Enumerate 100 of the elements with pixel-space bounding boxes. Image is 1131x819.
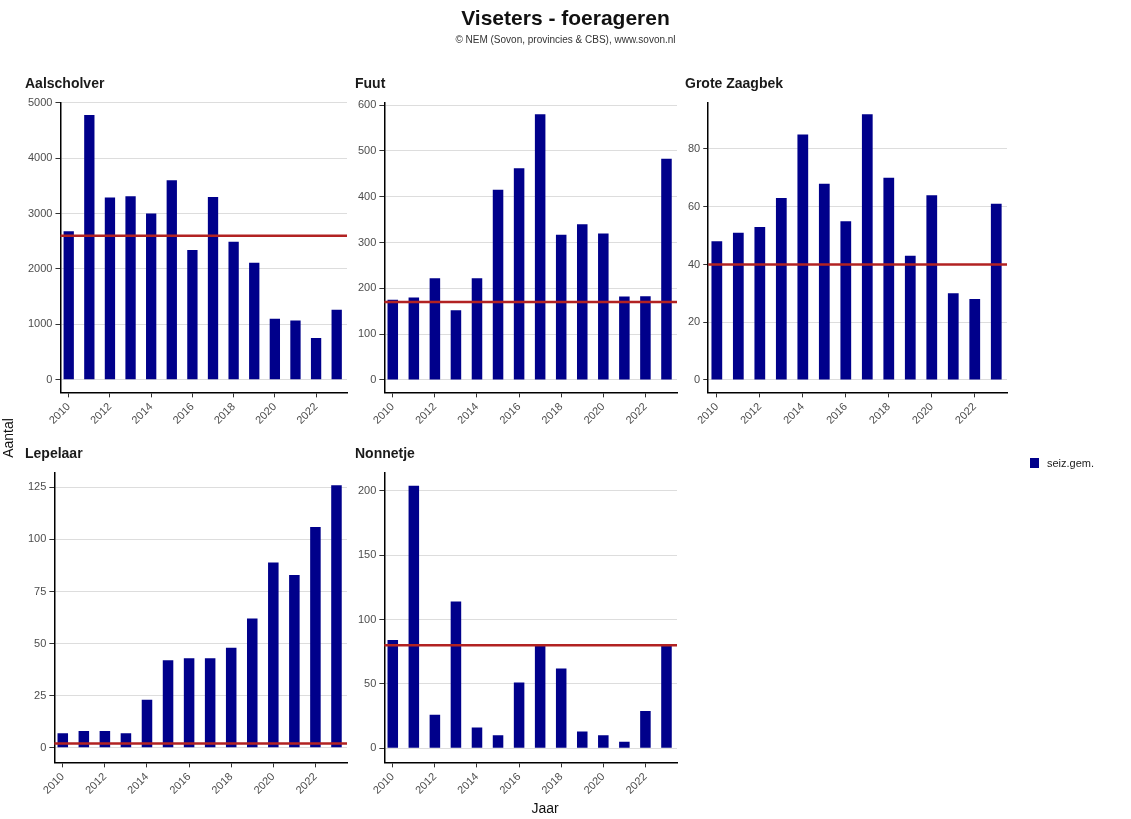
bar xyxy=(883,177,895,380)
bar xyxy=(166,180,177,380)
bar xyxy=(408,485,420,748)
chart-title: Grote Zaagbek xyxy=(685,75,784,92)
bar xyxy=(534,645,546,748)
bar xyxy=(331,485,342,748)
y-tick-label: 100 xyxy=(357,612,377,625)
bar xyxy=(310,338,322,380)
bar xyxy=(249,262,260,380)
bar xyxy=(619,741,630,748)
bar xyxy=(598,233,609,380)
y-tick-label: 60 xyxy=(687,199,701,212)
bar xyxy=(754,226,766,380)
bar xyxy=(492,189,504,380)
bar xyxy=(661,158,672,380)
y-tick-label: 20 xyxy=(687,315,701,328)
bar xyxy=(732,232,744,380)
y-tick-label: 75 xyxy=(34,584,47,597)
y-tick-label: 100 xyxy=(357,327,377,340)
y-axis-title: Aantal xyxy=(0,417,16,460)
bar xyxy=(818,183,830,380)
bar xyxy=(63,231,74,380)
text: Viseters - foerageren xyxy=(460,6,671,30)
bar xyxy=(331,309,342,380)
bar xyxy=(104,197,116,380)
bar xyxy=(577,731,588,748)
bar xyxy=(947,293,959,380)
y-tick-label: 40 xyxy=(687,257,701,270)
bar xyxy=(598,735,609,748)
y-tick-label: 5000 xyxy=(27,95,53,108)
y-tick-label: 300 xyxy=(357,235,377,248)
x-axis-title: Jaar xyxy=(530,800,560,816)
bar xyxy=(513,682,525,748)
y-tick-label: 150 xyxy=(357,548,377,561)
y-tick-label: 200 xyxy=(357,483,377,496)
y-tick-label: 0 xyxy=(370,741,377,754)
bar xyxy=(492,735,504,748)
bar xyxy=(619,296,630,380)
y-tick-label: 0 xyxy=(40,740,47,753)
y-tick-label: 4000 xyxy=(27,151,53,164)
y-tick-label: 2000 xyxy=(27,261,53,274)
bar xyxy=(387,299,399,380)
bar xyxy=(471,727,483,748)
bar xyxy=(969,299,981,380)
text: © NEM (Sovon, provincies & CBS), www.sovon.nl xyxy=(454,34,677,45)
y-tick-label: 0 xyxy=(46,372,53,385)
bar xyxy=(990,203,1002,380)
y-tick-label: 125 xyxy=(27,480,47,493)
legend-label: seiz.gem. xyxy=(1047,457,1095,469)
bar xyxy=(429,714,441,748)
bar xyxy=(861,114,873,380)
bar xyxy=(183,658,195,748)
bar xyxy=(204,658,216,748)
bar xyxy=(225,647,237,748)
y-tick-label: 3000 xyxy=(27,206,53,219)
bar xyxy=(269,318,281,380)
y-tick-label: 100 xyxy=(27,532,47,545)
bar xyxy=(207,196,219,380)
y-tick-label: 600 xyxy=(357,98,377,111)
bar xyxy=(84,114,95,380)
y-tick-label: 50 xyxy=(364,676,377,689)
bar xyxy=(904,255,916,380)
chart-title: Lepelaar xyxy=(25,445,84,462)
bar xyxy=(290,320,301,380)
bar xyxy=(146,213,157,380)
bar xyxy=(247,618,258,748)
bar xyxy=(534,114,546,380)
y-tick-label: 80 xyxy=(687,142,701,155)
y-tick-label: 200 xyxy=(357,281,377,294)
y-tick-label: 0 xyxy=(370,373,377,386)
bar xyxy=(840,221,852,380)
bar xyxy=(711,241,723,380)
bar xyxy=(387,640,399,748)
bar xyxy=(228,241,239,380)
chart-title: Fuut xyxy=(355,75,386,92)
bar xyxy=(268,562,279,748)
bar xyxy=(450,310,462,380)
y-tick-label: 500 xyxy=(357,143,377,156)
chart-title: Aalscholver xyxy=(25,75,105,92)
bar xyxy=(429,278,441,380)
bar xyxy=(450,601,462,748)
bar xyxy=(513,168,525,380)
y-tick-label: 50 xyxy=(34,636,47,649)
bar xyxy=(310,526,321,748)
bar xyxy=(640,710,651,748)
bar xyxy=(775,198,787,380)
bar xyxy=(555,234,567,380)
y-tick-label: 25 xyxy=(34,688,47,701)
bar xyxy=(640,296,651,380)
y-tick-label: 0 xyxy=(694,372,701,385)
y-tick-label: 1000 xyxy=(27,317,53,330)
bar xyxy=(289,574,300,748)
bar xyxy=(555,668,567,748)
y-tick-label: 400 xyxy=(357,189,377,202)
bar xyxy=(926,195,938,380)
bar xyxy=(187,250,198,380)
bar xyxy=(125,196,136,380)
bar xyxy=(577,224,588,380)
bar xyxy=(797,134,809,380)
bar xyxy=(408,297,420,380)
